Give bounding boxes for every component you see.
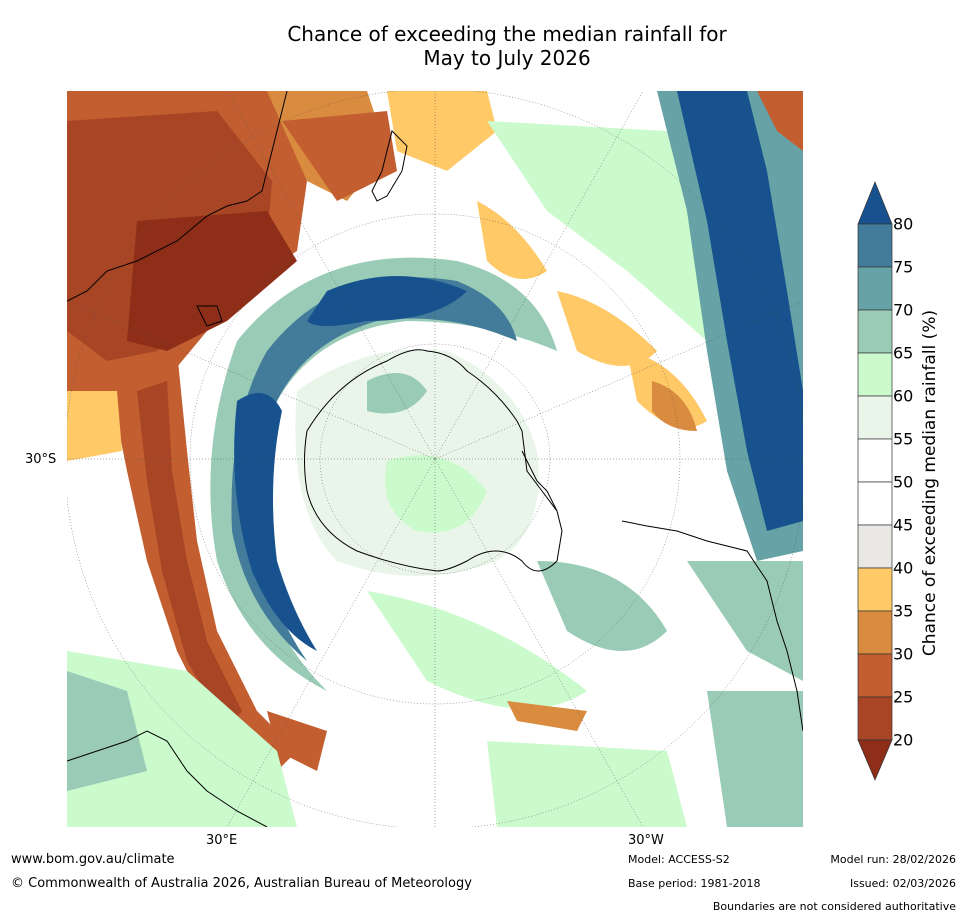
footer-model: Model: ACCESS-S2 bbox=[628, 853, 730, 866]
colorbar bbox=[855, 180, 895, 786]
title-line-2: May to July 2026 bbox=[423, 46, 591, 70]
longitude-label-30w: 30°W bbox=[628, 833, 664, 848]
colorbar-bin-30-35 bbox=[857, 610, 893, 655]
wet-anomaly-east-band bbox=[657, 91, 803, 681]
australia-coast bbox=[67, 91, 288, 302]
title-line-1: Chance of exceeding the median rainfall … bbox=[287, 22, 727, 46]
footer-base-period: Base period: 1981-2018 bbox=[628, 877, 761, 890]
colorbar-bin-70-75 bbox=[857, 266, 893, 311]
map-title: Chance of exceeding the median rainfall … bbox=[0, 22, 965, 70]
colorbar-tick-45: 45 bbox=[893, 515, 914, 535]
colorbar-tick-35: 35 bbox=[893, 601, 914, 621]
colorbar-bin-50-55 bbox=[857, 438, 893, 483]
colorbar-tick-20: 20 bbox=[893, 730, 914, 750]
colorbar-scale bbox=[857, 181, 893, 781]
dry-anomaly-indian-ocean bbox=[67, 351, 297, 781]
coastlines bbox=[67, 91, 803, 827]
latitude-label-30s: 30°S bbox=[25, 452, 57, 467]
mixed-anomaly-pacific bbox=[367, 121, 727, 709]
map-canvas bbox=[67, 91, 803, 827]
dry-anomaly-australia bbox=[67, 91, 497, 421]
colorbar-bin-65-70 bbox=[857, 309, 893, 354]
colorbar-bin-40-45 bbox=[857, 524, 893, 569]
antarctica-coast bbox=[304, 349, 563, 572]
graticule bbox=[67, 91, 803, 827]
colorbar-tick-65: 65 bbox=[893, 343, 914, 363]
colorbar-bin-45-50 bbox=[857, 481, 893, 526]
southern-africa-coast bbox=[67, 730, 268, 827]
mixed-anomaly-south-africa bbox=[67, 651, 803, 827]
colorbar-tick-25: 25 bbox=[893, 687, 914, 707]
colorbar-bin-55-60 bbox=[857, 395, 893, 440]
colorbar-tick-30: 30 bbox=[893, 644, 914, 664]
footer-copyright: © Commonwealth of Australia 2026, Austra… bbox=[11, 876, 472, 891]
new-zealand-coast bbox=[371, 130, 408, 202]
colorbar-tick-80: 80 bbox=[893, 214, 914, 234]
wet-anomaly-southern-ring bbox=[210, 257, 558, 691]
colorbar-bin-35-40 bbox=[857, 567, 893, 612]
antarctic-peninsula-coast bbox=[521, 450, 558, 512]
colorbar-tick-40: 40 bbox=[893, 558, 914, 578]
colorbar-label: Chance of exceeding median rainfall (%) bbox=[920, 309, 940, 657]
footer-model-run: Model run: 28/02/2026 bbox=[830, 853, 956, 866]
colorbar-bottom-extend bbox=[857, 739, 893, 781]
colorbar-bin-25-30 bbox=[857, 653, 893, 698]
footer-website[interactable]: www.bom.gov.au/climate bbox=[11, 852, 175, 867]
colorbar-bin-75-80 bbox=[857, 223, 893, 268]
longitude-label-30e: 30°E bbox=[206, 833, 238, 848]
colorbar-tick-55: 55 bbox=[893, 429, 914, 449]
colorbar-tick-50: 50 bbox=[893, 472, 914, 492]
colorbar-bin-20-25 bbox=[857, 696, 893, 741]
footer-issued: Issued: 02/03/2026 bbox=[849, 877, 956, 890]
colorbar-tick-70: 70 bbox=[893, 300, 914, 320]
tasmania-coast bbox=[196, 305, 223, 327]
colorbar-tick-60: 60 bbox=[893, 386, 914, 406]
colorbar-bin-60-65 bbox=[857, 352, 893, 397]
colorbar-tick-75: 75 bbox=[893, 257, 914, 277]
colorbar-top-extend bbox=[857, 181, 893, 225]
south-america-coast bbox=[621, 520, 803, 732]
footer-disclaimer: Boundaries are not considered authoritat… bbox=[712, 900, 956, 913]
rainfall-map bbox=[67, 91, 803, 827]
antarctic-interior bbox=[295, 349, 539, 576]
